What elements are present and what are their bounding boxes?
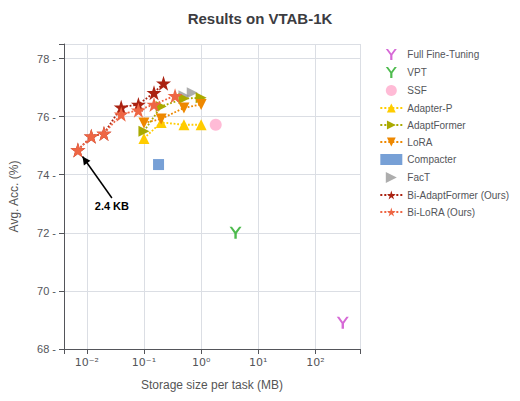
svg-text:Full Fine-Tuning: Full Fine-Tuning [407,49,479,60]
svg-text:76 -: 76 - [37,111,56,123]
svg-text:74 -: 74 - [37,169,56,181]
svg-text:Avg. Acc. (%): Avg. Acc. (%) [7,161,21,233]
svg-text:Compacter: Compacter [407,154,457,165]
svg-text:SSF: SSF [407,85,426,96]
svg-text:72 -: 72 - [37,227,56,239]
svg-text:AdaptFormer: AdaptFormer [407,120,466,131]
svg-text:FacT: FacT [407,172,430,183]
svg-text:68 -: 68 - [37,343,56,355]
svg-text:10⁻²: 10⁻² [75,356,99,369]
svg-text:Bi-LoRA (Ours): Bi-LoRA (Ours) [407,207,475,218]
svg-text:70 -: 70 - [37,285,56,297]
svg-text:10²: 10² [306,356,324,369]
svg-text:Bi-AdaptFormer (Ours): Bi-AdaptFormer (Ours) [407,190,509,201]
svg-text:78 -: 78 - [37,53,56,65]
svg-text:Adapter-P: Adapter-P [407,103,452,114]
svg-text:2.4 KB: 2.4 KB [95,200,129,212]
svg-text:LoRA: LoRA [407,137,432,148]
svg-text:10⁻¹: 10⁻¹ [132,356,156,369]
svg-text:Storage size per task (MB): Storage size per task (MB) [141,378,283,392]
svg-text:VPT: VPT [407,67,426,78]
svg-text:10⁰: 10⁰ [192,356,211,369]
svg-text:Results on VTAB-1K: Results on VTAB-1K [188,10,333,27]
svg-text:10¹: 10¹ [249,356,267,369]
